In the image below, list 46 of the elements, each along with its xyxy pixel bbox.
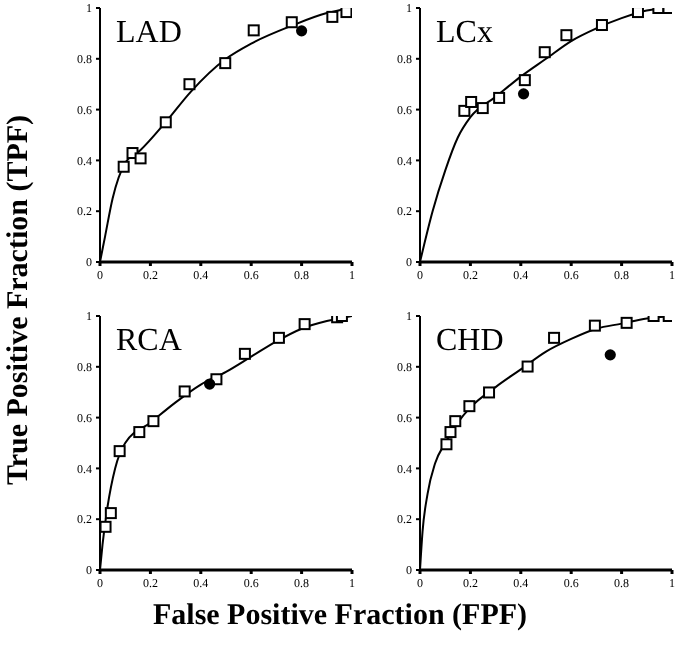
point bbox=[560, 29, 573, 42]
point bbox=[285, 16, 298, 29]
point bbox=[595, 19, 608, 32]
chart-title: CHD bbox=[436, 324, 504, 360]
chart-title: LAD bbox=[116, 16, 182, 52]
point bbox=[104, 507, 117, 520]
y-axis-title: True Positive Fraction (TPF) bbox=[3, 114, 37, 486]
point bbox=[204, 378, 216, 390]
point bbox=[183, 78, 196, 91]
point bbox=[588, 319, 601, 332]
point bbox=[465, 95, 478, 108]
point bbox=[444, 426, 457, 439]
point bbox=[117, 160, 130, 173]
point bbox=[521, 360, 534, 373]
point bbox=[178, 385, 191, 398]
point bbox=[296, 25, 308, 37]
point bbox=[298, 318, 311, 331]
point bbox=[476, 102, 489, 115]
point bbox=[458, 104, 471, 117]
point bbox=[493, 91, 506, 104]
point bbox=[159, 116, 172, 129]
point bbox=[440, 438, 453, 451]
point bbox=[100, 520, 112, 533]
point bbox=[238, 347, 251, 360]
point bbox=[219, 57, 232, 70]
chart-title: RCA bbox=[116, 324, 182, 360]
point bbox=[538, 46, 551, 59]
point bbox=[463, 400, 476, 413]
point bbox=[604, 349, 616, 361]
point bbox=[340, 8, 352, 19]
point bbox=[548, 331, 561, 344]
point bbox=[449, 415, 462, 428]
point bbox=[620, 316, 633, 329]
point bbox=[631, 8, 644, 19]
point bbox=[134, 152, 147, 165]
point bbox=[147, 415, 160, 428]
x-axis-title: False Positive Fraction (FPF) bbox=[150, 600, 530, 634]
point bbox=[133, 426, 146, 439]
point bbox=[483, 386, 496, 399]
point bbox=[113, 445, 126, 458]
point bbox=[272, 331, 285, 344]
point bbox=[518, 74, 531, 87]
point bbox=[326, 10, 339, 23]
point bbox=[247, 24, 260, 37]
chart-title: LCx bbox=[436, 16, 493, 52]
point bbox=[517, 88, 530, 100]
